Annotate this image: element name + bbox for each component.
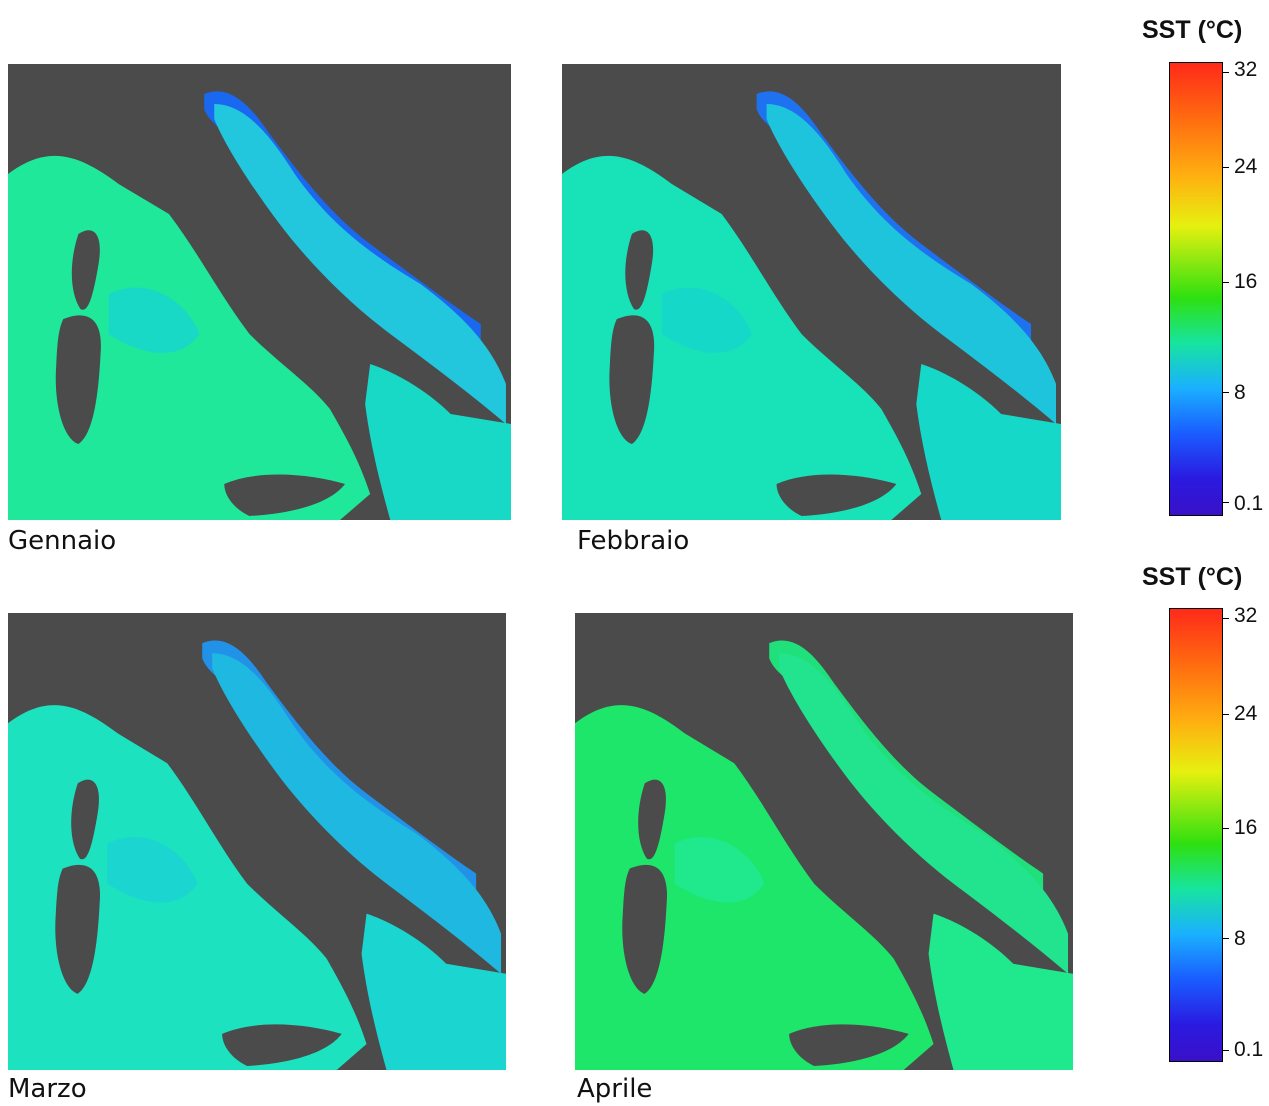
sardinia-island bbox=[55, 315, 101, 444]
colorbar-tick-label: 32 bbox=[1234, 604, 1258, 627]
colorbar-tick-label: 24 bbox=[1234, 702, 1258, 725]
corsica-island bbox=[625, 230, 654, 310]
ionian-sea bbox=[361, 913, 506, 1070]
sst-map-gennaio bbox=[8, 64, 511, 520]
map-caption-marzo: Marzo bbox=[8, 1074, 87, 1104]
corsica-island bbox=[71, 230, 100, 310]
colorbar-title: SST (°C) bbox=[1142, 563, 1243, 591]
sicily-island bbox=[789, 1024, 909, 1066]
corsica-island bbox=[638, 779, 666, 860]
map-caption-gennaio: Gennaio bbox=[8, 526, 117, 556]
adriatic-sea bbox=[779, 653, 1069, 974]
colorbar-tick bbox=[1222, 1050, 1229, 1051]
map-graphic bbox=[562, 64, 1061, 520]
colorbar-title: SST (°C) bbox=[1142, 16, 1243, 44]
sea-patch bbox=[674, 837, 765, 903]
colorbar-tick bbox=[1222, 72, 1229, 73]
colorbar-gradient bbox=[1169, 62, 1223, 516]
colorbar-tick bbox=[1222, 828, 1229, 829]
colorbar-tick bbox=[1222, 392, 1229, 393]
sea-patch bbox=[107, 837, 198, 903]
sea-patch bbox=[108, 287, 200, 353]
colorbar-tick-label: 0.1 bbox=[1234, 492, 1264, 515]
colorbar-tick bbox=[1222, 618, 1229, 619]
sea-patch bbox=[661, 287, 752, 353]
colorbar-tick-label: 24 bbox=[1234, 155, 1258, 178]
colorbar-tick-label: 16 bbox=[1234, 816, 1258, 839]
map-graphic bbox=[8, 613, 506, 1070]
sardinia-island bbox=[55, 864, 101, 994]
sicily-island bbox=[776, 474, 897, 516]
ionian-sea bbox=[916, 364, 1061, 520]
sicily-island bbox=[224, 474, 346, 516]
colorbar-tick bbox=[1222, 502, 1229, 503]
sardinia-island bbox=[609, 315, 655, 444]
colorbar-tick bbox=[1222, 714, 1229, 715]
sst-map-febbraio bbox=[562, 64, 1061, 520]
sst-map-aprile bbox=[575, 613, 1073, 1070]
adriatic-sea bbox=[212, 653, 502, 974]
colorbar-tick-label: 16 bbox=[1234, 270, 1258, 293]
colorbar-tick-label: 8 bbox=[1234, 381, 1246, 404]
colorbar-gradient bbox=[1169, 608, 1223, 1062]
sst-map-marzo bbox=[8, 613, 506, 1070]
adriatic-sea bbox=[766, 104, 1057, 424]
colorbar-tick-label: 0.1 bbox=[1234, 1038, 1264, 1061]
colorbar-tick bbox=[1222, 282, 1229, 283]
colorbar-tick-label: 32 bbox=[1234, 58, 1258, 81]
sardinia-island bbox=[622, 864, 668, 994]
ionian-sea bbox=[928, 913, 1073, 1070]
map-caption-febbraio: Febbraio bbox=[577, 526, 690, 556]
map-graphic bbox=[8, 64, 511, 520]
colorbar-tick bbox=[1222, 167, 1229, 168]
corsica-island bbox=[71, 779, 99, 860]
map-caption-aprile: Aprile bbox=[577, 1074, 653, 1104]
ionian-sea bbox=[365, 364, 511, 520]
adriatic-sea bbox=[214, 104, 506, 424]
map-graphic bbox=[575, 613, 1073, 1070]
colorbar-tick bbox=[1222, 938, 1229, 939]
sicily-island bbox=[222, 1024, 342, 1066]
colorbar-tick-label: 8 bbox=[1234, 927, 1246, 950]
